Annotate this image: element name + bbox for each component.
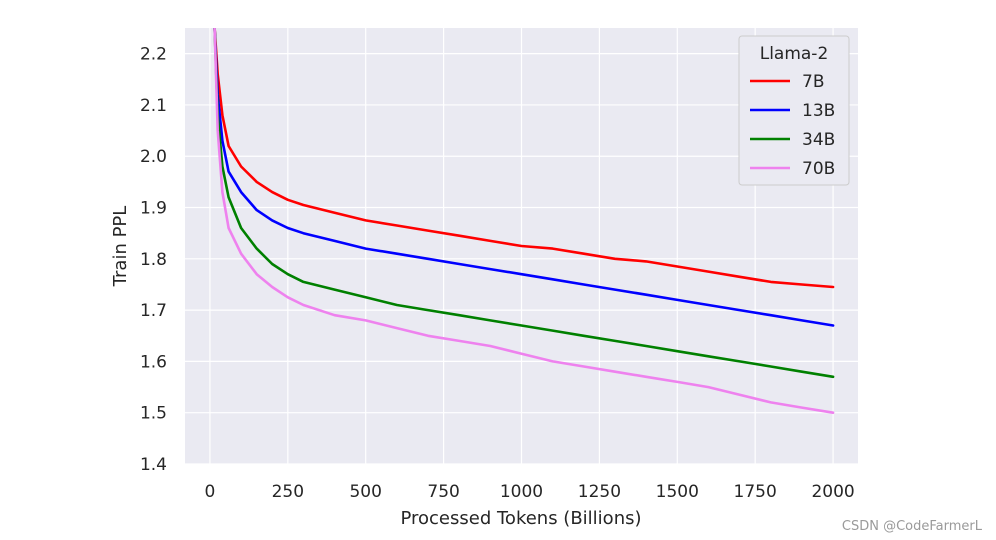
y-tick-label: 2.2 [140, 45, 167, 65]
series-line-70B [213, 28, 835, 414]
y-axis-label: Train PPL [110, 206, 131, 288]
x-tick-label: 750 [427, 482, 459, 502]
series-line-34B [213, 28, 835, 379]
legend-label: 13B [802, 101, 835, 121]
legend-items: 7B 13B 34B 70B [750, 72, 835, 179]
legend-label: 34B [802, 130, 835, 150]
y-tick-label: 1.8 [140, 250, 167, 270]
series-line-7B [213, 28, 835, 289]
x-tick-label: 2000 [811, 482, 854, 502]
y-tick-label: 2.1 [140, 96, 167, 116]
x-axis-label: Processed Tokens (Billions) [400, 508, 641, 529]
x-tick-labels: 0 250 500 750 1000 1250 1500 1750 2000 [205, 482, 855, 502]
x-tick-label: 250 [272, 482, 304, 502]
legend-box [738, 35, 850, 186]
legend: Llama-2 7B 13B 34B 70B [738, 35, 850, 186]
legend-title: Llama-2 [760, 44, 829, 64]
y-tick-label: 1.5 [140, 404, 167, 424]
x-tick-label: 0 [205, 482, 216, 502]
y-tick-label: 2.0 [140, 147, 167, 167]
series-layer [213, 28, 835, 414]
legend-label: 7B [802, 72, 824, 92]
legend-label: 70B [802, 159, 835, 179]
x-tick-label: 1750 [734, 482, 777, 502]
x-tick-label: 1500 [656, 482, 699, 502]
y-tick-labels: 1.4 1.5 1.6 1.7 1.8 1.9 2.0 2.1 2.2 [140, 45, 167, 475]
y-tick-label: 1.7 [140, 301, 167, 321]
series-line-13B [213, 28, 835, 327]
x-tick-label: 1000 [500, 482, 543, 502]
watermark: CSDN @CodeFarmerL [841, 519, 982, 534]
y-tick-label: 1.6 [140, 352, 167, 372]
y-tick-label: 1.9 [140, 199, 167, 219]
x-tick-label: 1250 [578, 482, 621, 502]
x-tick-label: 500 [349, 482, 381, 502]
y-tick-label: 1.4 [140, 455, 167, 475]
